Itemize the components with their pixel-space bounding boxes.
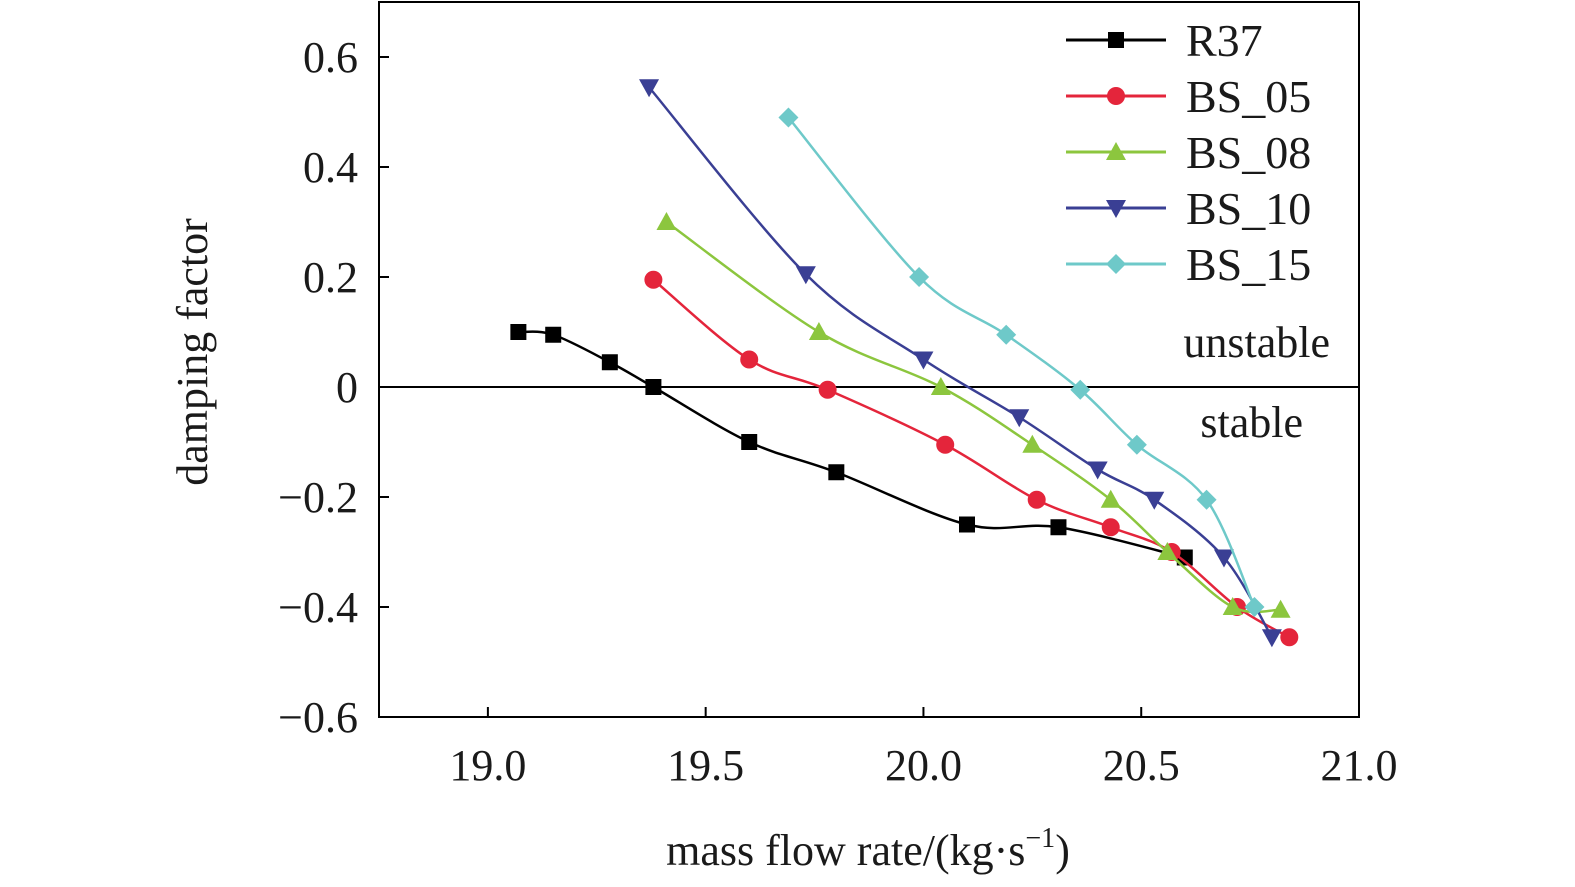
data-point-bs-15 [1196,489,1217,510]
legend-label-r37: R37 [1186,15,1263,66]
annotation-stable: stable [1200,398,1303,447]
data-point-bs-10 [1087,461,1108,480]
y-tick-label: 0.6 [303,33,358,82]
x-tick-label: 19.0 [449,741,526,790]
legend-label-bs-15: BS_15 [1186,239,1311,290]
x-axis-label-main: mass flow rate/(kg·s [666,826,1025,875]
data-point-r37 [1176,549,1193,566]
x-axis-label-close: ) [1055,826,1070,875]
legend-marker-bs-10 [1106,200,1126,218]
data-point-r37 [959,516,975,533]
data-point-bs-08 [1222,597,1243,615]
data-point-bs-05 [644,270,663,289]
legend-item-r37: R37 [1066,15,1263,66]
legend-item-bs-10: BS_10 [1066,183,1311,234]
data-point-bs-05 [1101,518,1120,537]
legend-item-bs-08: BS_08 [1066,127,1311,178]
x-tick-label: 19.5 [667,741,744,790]
data-point-bs-15 [1244,597,1265,617]
data-point-r37 [601,354,618,371]
data-point-bs-08 [1022,434,1043,453]
series-bs-08 [656,212,1291,618]
legend-marker-bs-15 [1106,254,1126,274]
x-tick-label: 20.5 [1103,741,1180,790]
y-tick-label: 0 [336,363,358,412]
x-axis-label-sup: −1 [1025,823,1055,854]
x-tick-label: 21.0 [1321,741,1398,790]
data-point-bs-08 [1100,489,1121,508]
x-axis-label: mass flow rate/(kg·s−1) [666,823,1070,875]
data-point-r37 [545,326,562,343]
data-point-bs-08 [1270,599,1291,618]
data-point-r37 [645,379,662,395]
data-point-bs-08 [1157,542,1178,560]
data-point-bs-10 [1213,549,1234,568]
series-bs-10 [639,79,1282,648]
data-point-bs-15 [1070,379,1091,400]
series-r37 [510,324,1193,566]
legend-item-bs-15: BS_15 [1066,239,1311,290]
x-tick-label: 20.0 [885,741,962,790]
data-point-bs-05 [818,380,837,399]
plot-frame [378,1,1360,718]
data-point-bs-10 [1261,629,1282,648]
y-tick-label: −0.6 [278,693,358,742]
data-point-bs-05 [1027,490,1046,509]
series-line-bs-05 [652,278,1290,639]
data-point-bs-08 [656,212,677,230]
data-point-bs-08 [930,377,951,395]
y-tick-label: 0.4 [303,143,358,192]
data-point-bs-10 [913,351,934,370]
data-point-r37 [741,434,758,450]
legend-label-bs-05: BS_05 [1186,71,1311,122]
data-point-bs-10 [1144,491,1165,510]
data-point-bs-10 [639,79,660,98]
data-point-bs-05 [936,435,955,454]
legend-marker-bs-08 [1106,142,1126,160]
annotation-unstable: unstable [1183,318,1330,367]
data-point-bs-15 [1126,434,1147,455]
series-line-r37 [518,330,1186,559]
y-tick-label: −0.4 [278,583,358,632]
data-point-r37 [828,464,845,481]
legend-label-bs-10: BS_10 [1186,183,1311,234]
data-point-r37 [510,324,527,340]
data-point-bs-15 [909,267,930,287]
data-point-bs-08 [808,322,829,340]
y-axis-label: damping factor [168,218,217,486]
legend-marker-r37 [1108,32,1124,48]
data-point-bs-05 [1280,628,1299,647]
data-point-bs-10 [795,266,816,285]
data-point-bs-15 [778,107,799,128]
y-tick-label: −0.2 [278,473,358,522]
data-point-bs-05 [740,350,759,369]
legend-marker-bs-05 [1107,87,1125,105]
data-point-r37 [1050,519,1067,536]
y-tick-label: 0.2 [303,253,358,302]
series-bs-15 [778,107,1265,617]
legend-item-bs-05: BS_05 [1066,71,1311,122]
data-point-bs-15 [996,324,1017,345]
data-point-bs-10 [1009,409,1030,428]
legend-label-bs-08: BS_08 [1186,127,1311,178]
